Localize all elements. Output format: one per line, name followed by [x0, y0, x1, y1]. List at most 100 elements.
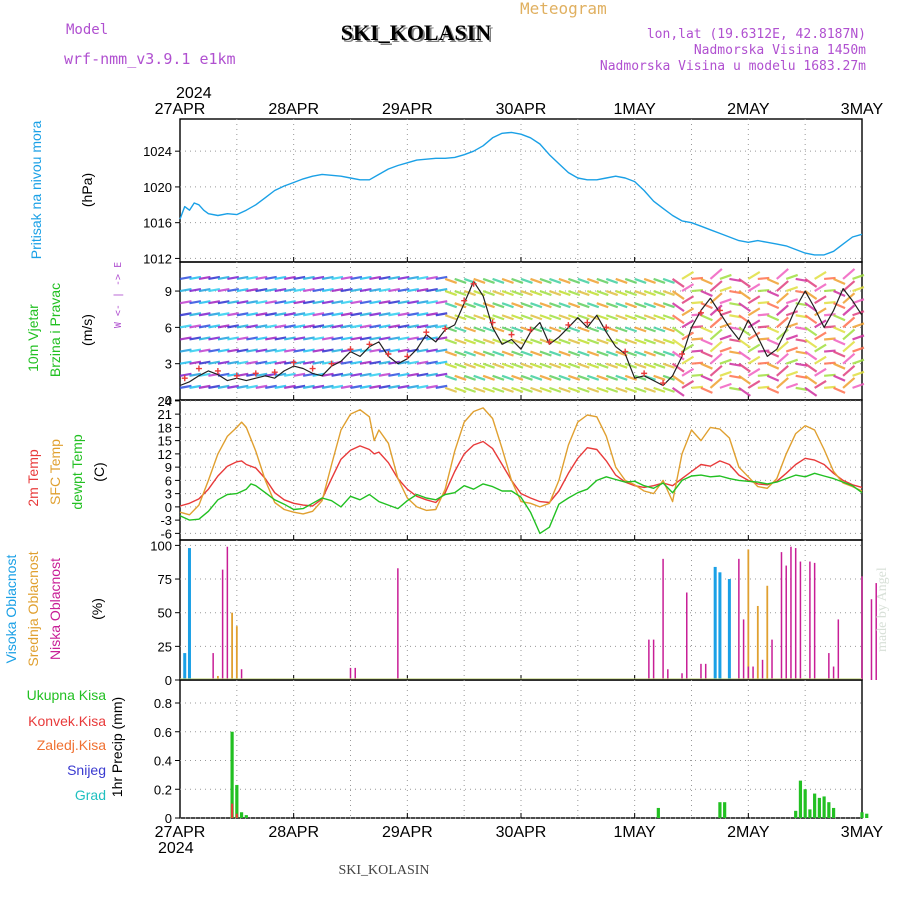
wind-barb: [435, 275, 448, 281]
precip-bar: [798, 780, 803, 818]
wind-barb: [454, 290, 467, 297]
temperature-ytick-label: 6: [165, 473, 172, 488]
wind-barb: [804, 386, 818, 397]
wind-barb: [520, 338, 533, 345]
precip-ytick-label: 0.8: [154, 696, 172, 711]
wind-barb: [388, 324, 401, 329]
wind-barb: [369, 348, 382, 353]
x-tick-label-top: 27APR: [155, 101, 206, 118]
cloud-bar: [832, 666, 835, 680]
wind-barb: [700, 374, 713, 382]
wind-barb: [605, 350, 619, 357]
wind-barb: [653, 362, 666, 369]
cloud-bar: [718, 572, 722, 680]
wind-barb: [321, 348, 334, 353]
wind-barb: [407, 360, 419, 365]
wind-barb: [814, 295, 827, 305]
wind-barb: [615, 362, 628, 369]
wind-barb: [444, 362, 458, 369]
wind-barb: [719, 322, 732, 329]
wind-barb: [852, 334, 865, 341]
wind-barb: [520, 314, 533, 321]
wind-barb: [312, 336, 325, 341]
wind-barb: [785, 382, 799, 389]
wind-barb: [321, 336, 334, 341]
wind-barb: [539, 374, 552, 381]
precip-bar: [235, 813, 238, 818]
temp-line-0: [179, 440, 863, 507]
wind-barb: [842, 292, 856, 304]
wind-barb: [227, 348, 240, 353]
x-tick-label-bottom: 1MAY: [613, 824, 656, 841]
wind-barb: [454, 350, 467, 357]
wind-barb: [586, 314, 600, 321]
wind-barb: [833, 314, 846, 322]
wind-barb: [776, 280, 789, 292]
precip-bar: [831, 807, 836, 818]
wind-barb: [785, 273, 799, 280]
cloud-bar: [681, 673, 683, 680]
wind-barb: [208, 384, 221, 389]
wind-gust-mark: [565, 321, 572, 328]
wind-barb: [397, 287, 410, 293]
cloud-bar: [652, 639, 655, 680]
wind-barb: [833, 290, 846, 298]
cloud-bar: [187, 548, 191, 680]
wind-barb: [492, 386, 505, 393]
cloud-bar: [747, 666, 750, 680]
wind-barb: [530, 326, 543, 333]
wind-barb: [350, 372, 363, 377]
wind-barb: [236, 348, 249, 353]
cloud-bar: [747, 549, 750, 680]
wind-barb: [369, 372, 382, 377]
wind-barb: [785, 346, 799, 353]
wind-barb: [719, 370, 732, 377]
wind-barb: [852, 286, 865, 293]
panel-wind: 0 3 6 9 W <- | -> E: [113, 261, 865, 408]
pressure-ytick-label: 1012: [143, 251, 172, 266]
wind-barb: [842, 304, 856, 317]
wind-barb: [473, 338, 486, 345]
wind-barb: [681, 355, 695, 365]
credit: made by Angel: [875, 567, 890, 652]
wind-barb: [747, 355, 761, 365]
wind-barb: [397, 275, 410, 281]
wind-barb: [691, 288, 704, 293]
wind-barb: [293, 275, 306, 281]
wind-barb: [539, 386, 552, 393]
wind-barb: [501, 302, 514, 309]
wind-barb: [681, 379, 695, 389]
wind-barb: [596, 362, 609, 369]
precip-legend-0: Ukupna Kisa: [27, 687, 107, 703]
wind-barb: [492, 290, 505, 297]
wind-barb: [577, 338, 590, 345]
precip-ytick-label: 0: [165, 811, 172, 826]
wind-barb: [378, 312, 391, 317]
wind-barb: [359, 300, 372, 305]
wind-barb: [340, 372, 353, 377]
wind-barb: [454, 338, 467, 345]
wind-gust-mark: [442, 325, 449, 332]
wind-barb: [482, 277, 495, 284]
wind-barb: [709, 304, 723, 317]
wind-barb: [369, 312, 382, 317]
wind-barb: [397, 312, 410, 317]
wind-barb: [217, 275, 230, 281]
wind-barb: [624, 338, 638, 345]
wind-barb: [388, 312, 401, 317]
wind-gust-mark: [271, 369, 278, 376]
wind-barb: [340, 384, 353, 389]
cloud-bar: [686, 592, 688, 680]
cloud-bar: [235, 626, 238, 680]
wind-barb: [766, 386, 780, 394]
wind-barb: [596, 314, 609, 321]
wind-ytick-label: 9: [165, 284, 172, 299]
wind-gust-mark: [328, 360, 335, 367]
wind-barb: [208, 324, 221, 329]
wind-gust-mark: [347, 346, 354, 353]
temperature-ytick-label: 21: [158, 407, 172, 422]
station-title-shadow: SKI_KOLASIN: [343, 22, 493, 47]
wind-barb: [709, 340, 723, 353]
cloud-bar: [790, 546, 792, 680]
wind-barb: [691, 325, 704, 329]
